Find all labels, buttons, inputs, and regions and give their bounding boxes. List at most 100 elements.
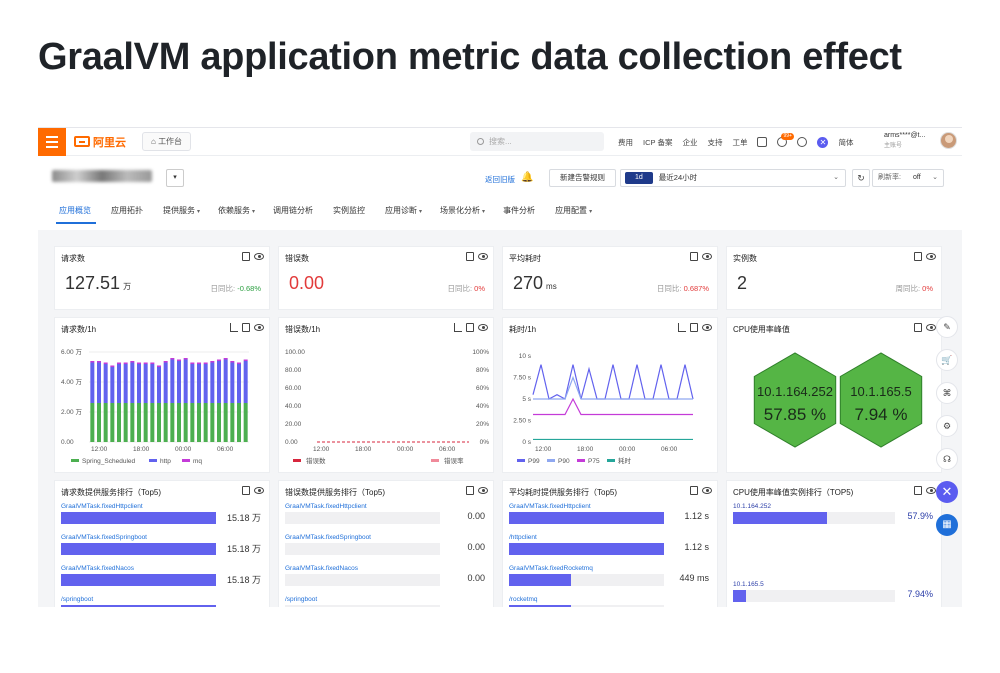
document-icon[interactable] <box>242 323 250 332</box>
eye-icon[interactable] <box>926 253 936 260</box>
tab-6[interactable]: 应用诊断 ▾ <box>385 206 423 215</box>
nav-fees[interactable]: 费用 <box>618 137 633 147</box>
back-to-old-version-link[interactable]: 返回旧版 <box>485 175 515 184</box>
rank-row[interactable]: GraalVMTask.fixedSpringboot 0.00 <box>285 534 485 555</box>
rank-row[interactable]: 10.1.164.252 57.9% <box>733 503 933 524</box>
aliyun-logo[interactable]: 阿里云 <box>74 134 126 150</box>
rank-row[interactable]: GraalVMTask.fixedRocketmq 449 ms <box>509 565 709 586</box>
rank-label[interactable]: GraalVMTask.fixedNacos <box>61 565 134 572</box>
time-range-picker[interactable]: 1d 最近24小时 ⌄ <box>620 169 846 187</box>
app-select-dropdown[interactable]: ▾ <box>166 169 184 187</box>
eye-icon[interactable] <box>478 324 488 331</box>
cpu-hex-cell[interactable] <box>753 352 837 448</box>
eye-icon[interactable] <box>702 487 712 494</box>
tab-7[interactable]: 场景化分析 ▾ <box>440 206 486 215</box>
headset-icon[interactable]: ☊ <box>936 448 958 470</box>
document-icon[interactable] <box>466 323 474 332</box>
y-tick-label: 100.00 <box>285 349 305 356</box>
rank-label[interactable]: GraalVMTask.fixedNacos <box>285 565 358 572</box>
document-icon[interactable] <box>690 486 698 495</box>
rank-row[interactable]: GraalVMTask.fixedNacos 15.18 万 <box>61 565 261 586</box>
tab-1[interactable]: 应用拓扑 <box>111 206 143 215</box>
document-icon[interactable] <box>466 486 474 495</box>
search-input[interactable]: 搜索... <box>470 132 604 151</box>
eye-icon[interactable] <box>926 324 936 331</box>
help-icon[interactable] <box>797 137 808 147</box>
rank-row[interactable]: /springboot <box>285 596 485 607</box>
tab-3[interactable]: 依赖服务 ▾ <box>218 206 256 215</box>
code-icon[interactable]: ⌘ <box>936 382 958 404</box>
new-alert-rule-button[interactable]: 新建告警规则 <box>549 169 616 187</box>
rank-row[interactable]: 10.1.165.5 7.94% <box>733 581 933 602</box>
eye-icon[interactable] <box>478 487 488 494</box>
ai-close-icon[interactable]: ✕ <box>936 481 958 503</box>
eye-icon[interactable] <box>926 487 936 494</box>
rank-label[interactable]: /httpclient <box>509 534 537 541</box>
document-icon[interactable] <box>242 486 250 495</box>
rank-label[interactable]: GraalVMTask.fixedHttpclient <box>61 503 143 510</box>
alert-bell-icon[interactable]: 🔔 <box>521 172 534 183</box>
tab-5[interactable]: 实例监控 <box>333 206 366 215</box>
rank-row[interactable]: /httpclient 1.12 s <box>509 534 709 555</box>
line-chart-icon[interactable] <box>678 323 686 332</box>
message-icon[interactable] <box>757 137 768 147</box>
nav-icp[interactable]: ICP 备案 <box>643 137 673 147</box>
eye-icon[interactable] <box>478 253 488 260</box>
rank-label[interactable]: GraalVMTask.fixedSpringboot <box>61 534 147 541</box>
tab-2[interactable]: 提供服务 ▾ <box>163 206 201 215</box>
avatar[interactable] <box>940 132 957 149</box>
line-chart-icon[interactable] <box>230 323 238 332</box>
rank-row[interactable]: GraalVMTask.fixedSpringboot 15.18 万 <box>61 534 261 555</box>
rank-row[interactable]: GraalVMTask.fixedNacos 0.00 <box>285 565 485 586</box>
document-icon[interactable] <box>914 252 922 261</box>
user-info[interactable]: arms****@t... 主账号 <box>884 132 926 149</box>
line-chart-icon[interactable] <box>454 323 462 332</box>
rank-row[interactable]: GraalVMTask.fixedHttpclient 1.12 s <box>509 503 709 524</box>
eye-icon[interactable] <box>702 253 712 260</box>
rank-row[interactable]: GraalVMTask.fixedHttpclient 0.00 <box>285 503 485 524</box>
eye-icon[interactable] <box>254 324 264 331</box>
rank-row[interactable]: GraalVMTask.fixedHttpclient 15.18 万 <box>61 503 261 524</box>
nav-ticket[interactable]: 工单 <box>732 137 748 147</box>
document-icon[interactable] <box>466 252 474 261</box>
document-icon[interactable] <box>914 323 922 332</box>
rank-label[interactable]: 10.1.165.5 <box>733 581 764 588</box>
tab-9[interactable]: 应用配置 ▾ <box>555 206 593 215</box>
rank-label[interactable]: /springboot <box>61 596 94 603</box>
rank-label[interactable]: GraalVMTask.fixedHttpclient <box>285 503 367 510</box>
rank-row[interactable]: /rocketmq <box>509 596 709 607</box>
grid-icon[interactable]: ▦ <box>936 514 958 536</box>
language-switch[interactable]: 简体 <box>838 137 854 147</box>
rank-label[interactable]: /rocketmq <box>509 596 538 603</box>
workbench-button[interactable]: ⌂ 工作台 <box>142 132 192 151</box>
legend-swatch <box>182 459 190 462</box>
nav-support[interactable]: 支持 <box>707 137 723 147</box>
document-icon[interactable] <box>690 323 698 332</box>
nav-enterprise[interactable]: 企业 <box>682 137 698 147</box>
cart-icon[interactable]: 🛒 <box>936 349 958 371</box>
rank-label[interactable]: GraalVMTask.fixedHttpclient <box>509 503 591 510</box>
menu-icon[interactable] <box>38 128 66 156</box>
cpu-hex-cell[interactable] <box>839 352 923 448</box>
refresh-rate-select[interactable]: 刷新率: off ⌄ <box>872 169 944 187</box>
tab-0[interactable]: 应用概览 <box>50 200 102 224</box>
document-icon[interactable] <box>914 486 922 495</box>
edit-icon[interactable]: ✎ <box>936 316 958 338</box>
tab-8[interactable]: 事件分析 <box>503 206 536 215</box>
rank-label[interactable]: GraalVMTask.fixedRocketmq <box>509 565 593 572</box>
eye-icon[interactable] <box>702 324 712 331</box>
refresh-button[interactable]: ↻ <box>852 169 870 187</box>
tab-4[interactable]: 调用链分析 <box>273 206 314 215</box>
rank-label[interactable]: /springboot <box>285 596 318 603</box>
rank-row[interactable]: /springboot <box>61 596 261 607</box>
document-icon[interactable] <box>690 252 698 261</box>
bell-icon[interactable]: 99+ <box>777 133 794 147</box>
rank-label[interactable]: GraalVMTask.fixedSpringboot <box>285 534 371 541</box>
ai-assistant-icon[interactable]: ✕ <box>817 136 829 148</box>
gear-icon[interactable]: ⚙ <box>936 415 958 437</box>
document-icon[interactable] <box>242 252 250 261</box>
rank-label[interactable]: 10.1.164.252 <box>733 503 771 510</box>
eye-icon[interactable] <box>254 253 264 260</box>
eye-icon[interactable] <box>254 487 264 494</box>
bar-segment <box>170 403 175 442</box>
